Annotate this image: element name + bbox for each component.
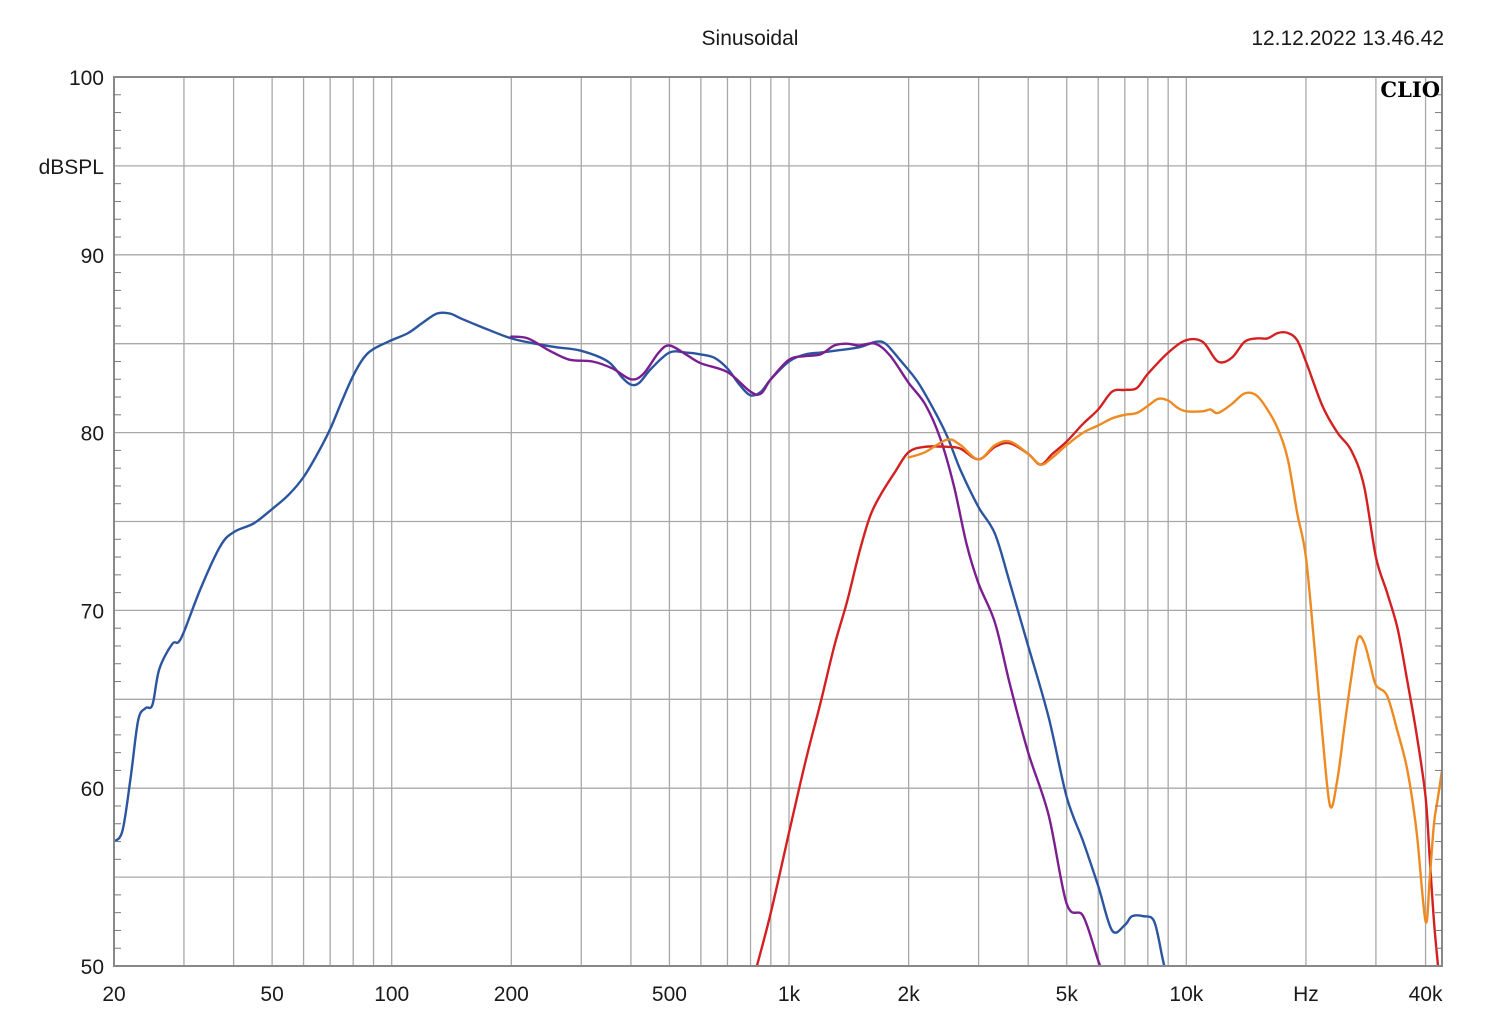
clio-brand: CLIO [1380,77,1440,102]
y-tick-label: 60 [81,778,104,801]
x-tick-label: 200 [494,983,529,1006]
x-tick-label: 100 [374,983,409,1006]
x-tick-label: 2k [898,983,921,1006]
series-layer [114,311,1442,966]
series-line-orange [907,391,1442,924]
series-line-purple [510,335,1102,966]
x-tick-labels: 20 50 100 200 500 1k 2k 5k 10k Hz 40k [102,983,1443,1006]
y-tick-label: 80 [81,423,104,446]
series-line-red [755,331,1440,966]
x-tick-label: Hz [1293,983,1319,1006]
x-tick-label: 10k [1169,983,1203,1006]
timestamp: 12.12.2022 13.46.42 [1251,27,1444,50]
series-line-blue [114,311,1166,966]
y-tick-label: 50 [81,956,104,979]
x-tick-label: 20 [102,983,125,1006]
y-tick-labels: 100 90 80 70 60 50 [69,67,104,979]
plot-frame [113,76,1443,967]
y-tick-label: 70 [81,600,104,623]
x-tick-label: 50 [260,983,283,1006]
minor-ticks [114,94,1442,949]
grid [113,76,1442,967]
y-axis-label: dBSPL [39,156,104,179]
y-tick-label: 100 [69,67,104,90]
y-tick-label: 90 [81,245,104,268]
x-tick-label: 1k [778,983,801,1006]
x-tick-label: 5k [1056,983,1079,1006]
chart-title: Sinusoidal [701,27,799,50]
x-tick-label: 500 [652,983,687,1006]
x-tick-label: 40k [1409,983,1443,1006]
